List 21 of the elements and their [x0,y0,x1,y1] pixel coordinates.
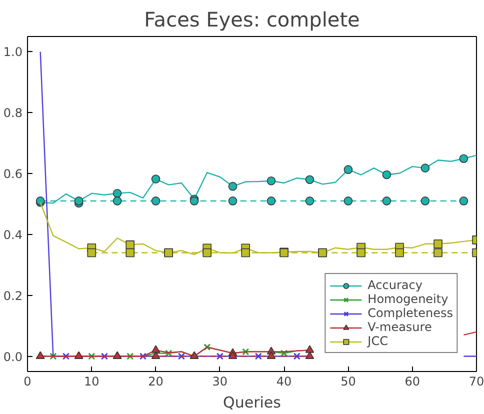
legend-label: JCC [368,334,388,348]
y-tick-label: 0.0 [3,350,23,364]
x-tick-label: 70 [468,374,484,388]
x-tick-label: 10 [84,374,100,388]
y-tick-label: 0.8 [3,106,23,120]
x-axis-title: Queries [223,394,282,412]
legend-label: Completeness [368,306,453,320]
y-tick-label: 0.4 [3,228,23,242]
x-tick-label: 40 [276,374,292,388]
y-tick-label: 0.2 [3,288,23,303]
x-tick-label: 0 [24,374,32,388]
legend-label: Homogeneity [368,292,448,306]
y-tick-label: 0.6 [3,167,23,182]
x-tick-label: 20 [148,374,164,388]
chart-title: Faces Eyes: complete [144,8,360,32]
legend-label: V-measure [368,320,432,334]
x-tick-label: 50 [340,374,356,388]
x-tick-label: 60 [404,374,420,388]
y-tick-label: 1.0 [3,45,23,60]
x-tick-label: 30 [212,374,228,388]
legend-label: Accuracy [368,278,422,292]
